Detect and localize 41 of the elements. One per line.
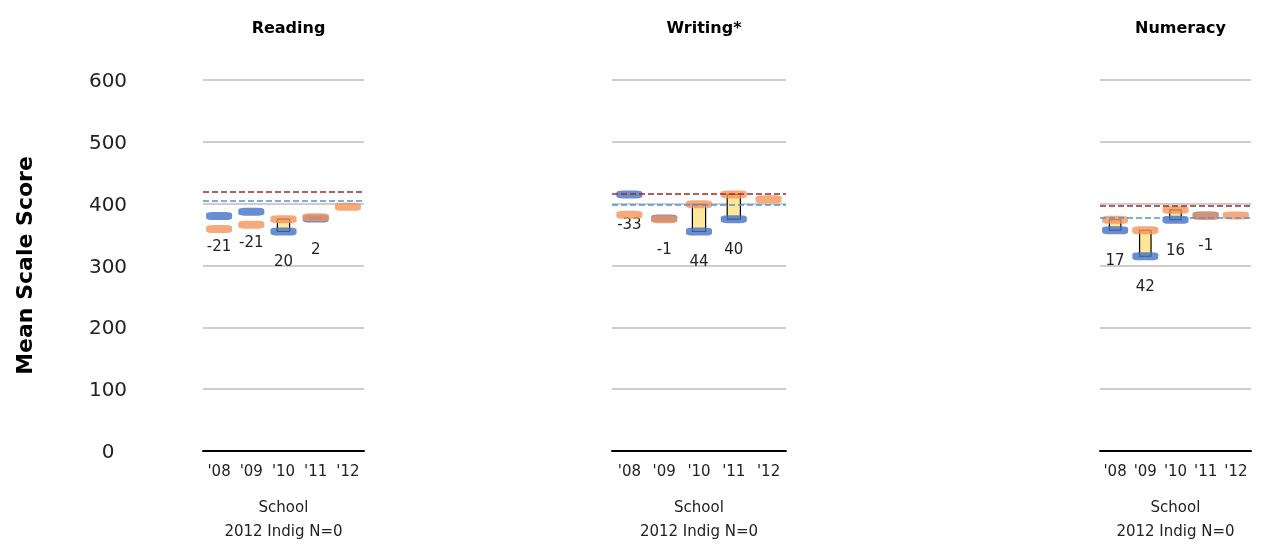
x-tick-label: '12: [756, 461, 781, 480]
annotation: 40: [724, 240, 744, 259]
x-tick-label: '08: [207, 461, 231, 480]
y-tick-label: 600: [88, 68, 128, 92]
annotation: 42: [1135, 277, 1155, 296]
x-tick-label: '12: [336, 461, 360, 480]
x-tick-label: '10: [1163, 461, 1188, 480]
y-tick-label: 100: [88, 377, 128, 402]
chart-title: Reading: [251, 17, 326, 37]
annotation: -21: [206, 237, 232, 256]
y-tick-label: 0: [101, 439, 115, 463]
annotation: 17: [1105, 251, 1125, 270]
x-tick-label: '08: [1103, 461, 1127, 480]
x-axis-title: School 2012 Indig N=0: [224, 498, 343, 540]
annotation: -1: [1198, 236, 1214, 255]
x-tick-label: '08: [617, 461, 642, 480]
x-axis-title: School 2012 Indig N=0: [1116, 498, 1235, 540]
x-tick-label: '11: [1194, 461, 1218, 480]
annotation: 16: [1165, 240, 1186, 259]
chart-title: Numeracy: [1135, 17, 1227, 37]
x-tick-label: '11: [304, 461, 328, 480]
annotation: -1: [656, 239, 672, 258]
y-tick-label: 200: [88, 315, 128, 340]
y-axis-title: Mean Scale Score: [11, 156, 37, 375]
x-tick-label: '11: [722, 461, 746, 480]
x-axis-title: School 2012 Indig N=0: [639, 498, 759, 540]
annotation: 44: [689, 252, 709, 271]
annotation: -21: [239, 232, 264, 251]
x-tick-label: '09: [1133, 461, 1157, 480]
y-tick-label: 300: [88, 253, 128, 278]
annotation: 20: [273, 252, 294, 271]
x-tick-label: '12: [1224, 461, 1248, 480]
x-tick-label: '10: [271, 461, 296, 480]
annotation: -33: [617, 215, 642, 234]
chart-title: Writing*: [666, 17, 743, 37]
y-tick-label: 400: [88, 191, 128, 216]
x-tick-label: '10: [687, 461, 711, 480]
annotation: 2: [310, 239, 321, 258]
x-tick-label: '09: [652, 461, 676, 480]
x-tick-label: '09: [239, 461, 263, 480]
y-tick-label: 500: [88, 129, 128, 154]
